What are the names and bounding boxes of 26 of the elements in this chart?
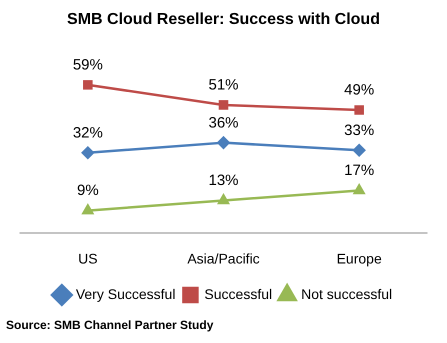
point	[352, 144, 366, 156]
source-note: Source: SMB Channel Partner Study	[6, 318, 214, 332]
point	[83, 80, 93, 90]
data-label: 59%	[72, 56, 103, 74]
legend-label: Successful	[204, 286, 272, 302]
chart-title: SMB Cloud Reseller: Success with Cloud	[67, 11, 380, 28]
legend-label: Not successful	[301, 286, 392, 302]
point	[82, 146, 94, 159]
point	[218, 100, 228, 110]
point	[82, 204, 94, 214]
x-tick-label: Asia/Pacific	[187, 250, 260, 266]
data-label: 32%	[72, 124, 103, 142]
point	[218, 194, 230, 204]
x-tick-label: Europe	[336, 250, 382, 266]
point	[354, 105, 364, 115]
legend-label: Very Successful	[76, 286, 176, 302]
data-label: 51%	[208, 76, 239, 94]
x-tick-label: US	[78, 250, 98, 266]
data-label: 49%	[344, 82, 374, 99]
data-label: 9%	[76, 182, 99, 200]
data-label: 33%	[344, 122, 374, 139]
point	[354, 184, 365, 194]
data-label: 17%	[344, 162, 374, 180]
data-label: 13%	[208, 172, 239, 190]
data-label: 36%	[208, 114, 239, 132]
point	[217, 136, 230, 149]
